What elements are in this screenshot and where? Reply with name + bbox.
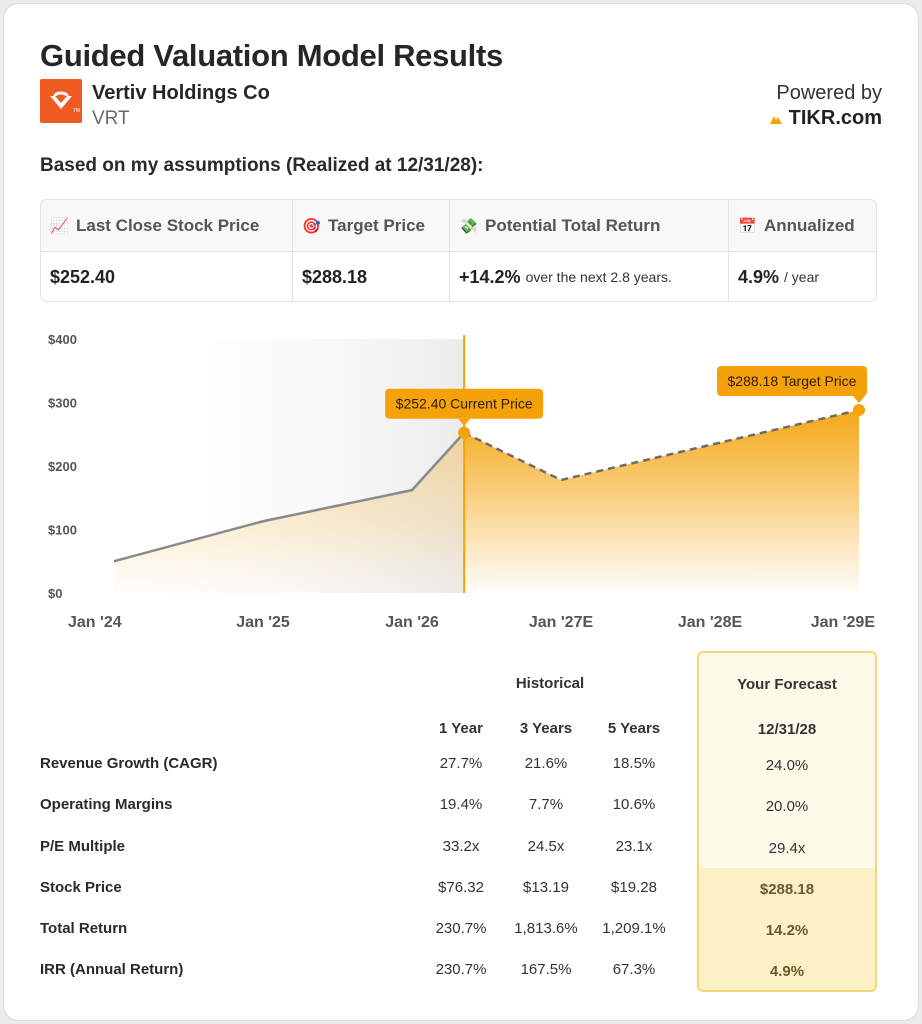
summary-value: +14.2% xyxy=(459,266,521,287)
table-cell: 67.3% xyxy=(612,961,656,978)
chart-increasing-icon: 📈 xyxy=(50,217,69,235)
summary-subtext: / year xyxy=(784,269,820,285)
x-tick-label: Jan '24 xyxy=(68,614,122,631)
row-label: Revenue Growth (CAGR) xyxy=(40,755,218,772)
row-label: Operating Margins xyxy=(40,796,173,813)
summary-total-return: 💸 Potential Total Return +14.2% over the… xyxy=(450,200,729,301)
y-tick-label: $300 xyxy=(48,396,77,411)
row-label: Total Return xyxy=(40,920,128,937)
row-label: Stock Price xyxy=(40,879,122,896)
historical-area xyxy=(114,432,465,593)
svg-text:TM: TM xyxy=(73,108,80,114)
table-cell: 21.6% xyxy=(524,755,568,772)
table-cell: 19.4% xyxy=(439,796,483,813)
table-cell: $19.28 xyxy=(611,879,657,896)
row-label: IRR (Annual Return) xyxy=(40,961,184,978)
forecast-cell: 20.0% xyxy=(765,798,809,815)
forecast-column xyxy=(697,651,877,992)
summary-subtext: over the next 2.8 years. xyxy=(525,269,672,285)
x-tick-label: Jan '28E xyxy=(678,614,743,631)
current-price-point xyxy=(458,426,471,439)
tikr-logo-icon xyxy=(769,115,782,124)
table-cell: 23.1x xyxy=(615,838,653,855)
x-tick-label: Jan '27E xyxy=(529,614,594,631)
table-cell: 230.7% xyxy=(435,920,487,937)
table-cell: $13.19 xyxy=(523,879,569,896)
assumptions-heading: Based on my assumptions (Realized at 12/… xyxy=(40,155,484,176)
calendar-icon: 📅 xyxy=(738,217,757,235)
x-tick-label: Jan '29E xyxy=(811,614,876,631)
y-tick-label: $200 xyxy=(48,459,77,474)
table-cell: 230.7% xyxy=(435,961,487,978)
current-price-callout-label: $252.40 Current Price xyxy=(396,396,533,412)
x-tick-label: Jan '25 xyxy=(236,614,290,631)
powered-by-label: Powered by xyxy=(776,82,882,104)
company-logo: TM xyxy=(40,79,82,123)
tikr-brand-label: TIKR.com xyxy=(788,107,882,129)
forecast-date: 12/31/28 xyxy=(757,721,817,738)
tikr-brand[interactable]: TIKR.com xyxy=(769,107,882,130)
summary-label: Potential Total Return xyxy=(485,215,661,235)
forecast-header: Your Forecast xyxy=(737,676,837,693)
summary-value: 4.9% xyxy=(738,266,780,287)
price-chart: $0 $100 $200 $300 $400 Jan '24 Jan '25 Jan '26 J… xyxy=(48,332,876,631)
historical-line xyxy=(113,431,466,563)
historical-header: Historical xyxy=(515,675,585,692)
forecast-cell: 24.0% xyxy=(765,757,809,774)
x-tick-label: Jan '26 xyxy=(385,614,439,631)
ticker-symbol: VRT xyxy=(92,108,130,129)
forecast-cell: 29.4x xyxy=(768,840,806,857)
target-price-point xyxy=(853,404,865,417)
company-name: Vertiv Holdings Co xyxy=(92,82,270,104)
col-5-years: 5 Years xyxy=(607,720,661,737)
col-3-years: 3 Years xyxy=(519,720,573,737)
table-cell: 10.6% xyxy=(612,796,656,813)
table-cell: $76.32 xyxy=(438,879,484,896)
current-price-callout-box xyxy=(385,388,544,419)
col-1-year: 1 Year xyxy=(439,720,483,737)
table-cell: 24.5x xyxy=(527,838,565,855)
target-price-callout-label: $288.18 Target Price xyxy=(728,373,857,389)
summary-label: Target Price xyxy=(328,215,426,235)
table-cell: 167.5% xyxy=(520,961,572,978)
summary-value: $252.40 xyxy=(50,266,116,287)
table-cell: 7.7% xyxy=(528,796,564,813)
table-cell: 18.5% xyxy=(612,755,656,772)
row-label: P/E Multiple xyxy=(40,838,126,855)
summary-last-close: 📈 Last Close Stock Price $252.40 xyxy=(41,200,293,301)
summary-table: 📈 Last Close Stock Price $252.40 🎯 Targe… xyxy=(40,199,877,302)
target-price-callout-box xyxy=(717,366,867,397)
forecast-cell: 4.9% xyxy=(769,963,805,980)
table-cell: 1,813.6% xyxy=(514,920,578,937)
target-price-callout-pointer xyxy=(853,396,865,404)
page-title: Guided Valuation Model Results xyxy=(40,38,503,73)
y-tick-label: $100 xyxy=(48,523,77,538)
target-icon: 🎯 xyxy=(302,217,321,235)
summary-value: $288.18 xyxy=(302,266,368,287)
table-cell: 27.7% xyxy=(439,755,483,772)
summary-target-price: 🎯 Target Price $288.18 xyxy=(293,200,450,301)
summary-label: Last Close Stock Price xyxy=(76,215,260,235)
money-wings-icon: 💸 xyxy=(459,217,478,235)
table-cell: 1,209.1% xyxy=(602,920,666,937)
y-tick-label: $0 xyxy=(48,586,62,601)
table-cell: 33.2x xyxy=(442,838,480,855)
forecast-cell: $288.18 xyxy=(759,881,815,898)
current-price-callout-pointer xyxy=(458,418,471,426)
summary-label: Annualized xyxy=(764,215,855,235)
forecast-highlight xyxy=(699,868,875,990)
forecast-cell: 14.2% xyxy=(765,922,809,939)
y-tick-label: $400 xyxy=(48,332,77,347)
summary-annualized: 📅 Annualized 4.9% / year xyxy=(729,200,876,301)
forecast-area xyxy=(464,410,859,593)
